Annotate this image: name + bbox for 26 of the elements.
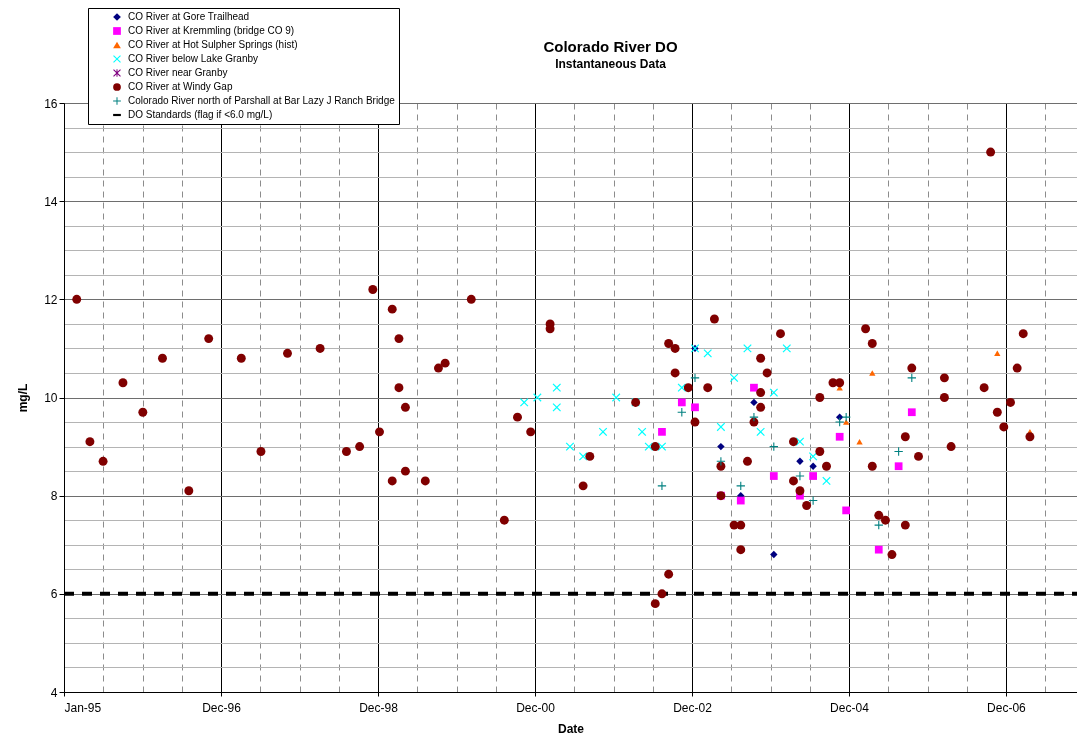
x-tick-label: Dec-98 xyxy=(359,700,399,715)
y-tick-label: 12 xyxy=(44,292,58,307)
y-axis-title: mg/L xyxy=(16,383,31,413)
legend-label: CO River at Windy Gap xyxy=(128,81,233,92)
legend-label: CO River at Hot Sulpher Springs (hist) xyxy=(128,39,298,50)
x-tick-label: Dec-00 xyxy=(516,700,556,715)
y-tick-label: 14 xyxy=(44,194,58,209)
legend-label: CO River near Granby xyxy=(128,67,228,78)
y-tick-label: 10 xyxy=(44,391,58,405)
legend-label: CO River at Gore Trailhead xyxy=(128,11,250,22)
x-tick-label: Dec-96 xyxy=(202,700,242,715)
x-axis-title: Date xyxy=(557,721,585,736)
y-tick-label: 16 xyxy=(44,96,58,111)
chart-title: Colorado River DO xyxy=(543,37,678,55)
x-tick-label: Dec-06 xyxy=(987,700,1027,715)
x-tick-label: Jan-95 xyxy=(64,700,102,715)
x-tick-label: Dec-04 xyxy=(830,700,870,715)
legend-label: CO River at Kremmling (bridge CO 9) xyxy=(128,25,295,36)
legend-label: Colorado River north of Parshall at Bar Lazy J Ranch Bridge xyxy=(128,95,396,106)
legend-label: DO Standards (flag if <6.0 mg/L) xyxy=(128,109,273,120)
y-tick-label: 4 xyxy=(50,685,58,700)
legend-label: CO River below Lake Granby xyxy=(128,53,259,64)
y-tick-label: 6 xyxy=(50,587,58,602)
y-tick-label: 8 xyxy=(50,489,58,504)
chart-subtitle: Instantaneous Data xyxy=(555,56,667,71)
x-tick-label: Dec-02 xyxy=(673,700,713,715)
